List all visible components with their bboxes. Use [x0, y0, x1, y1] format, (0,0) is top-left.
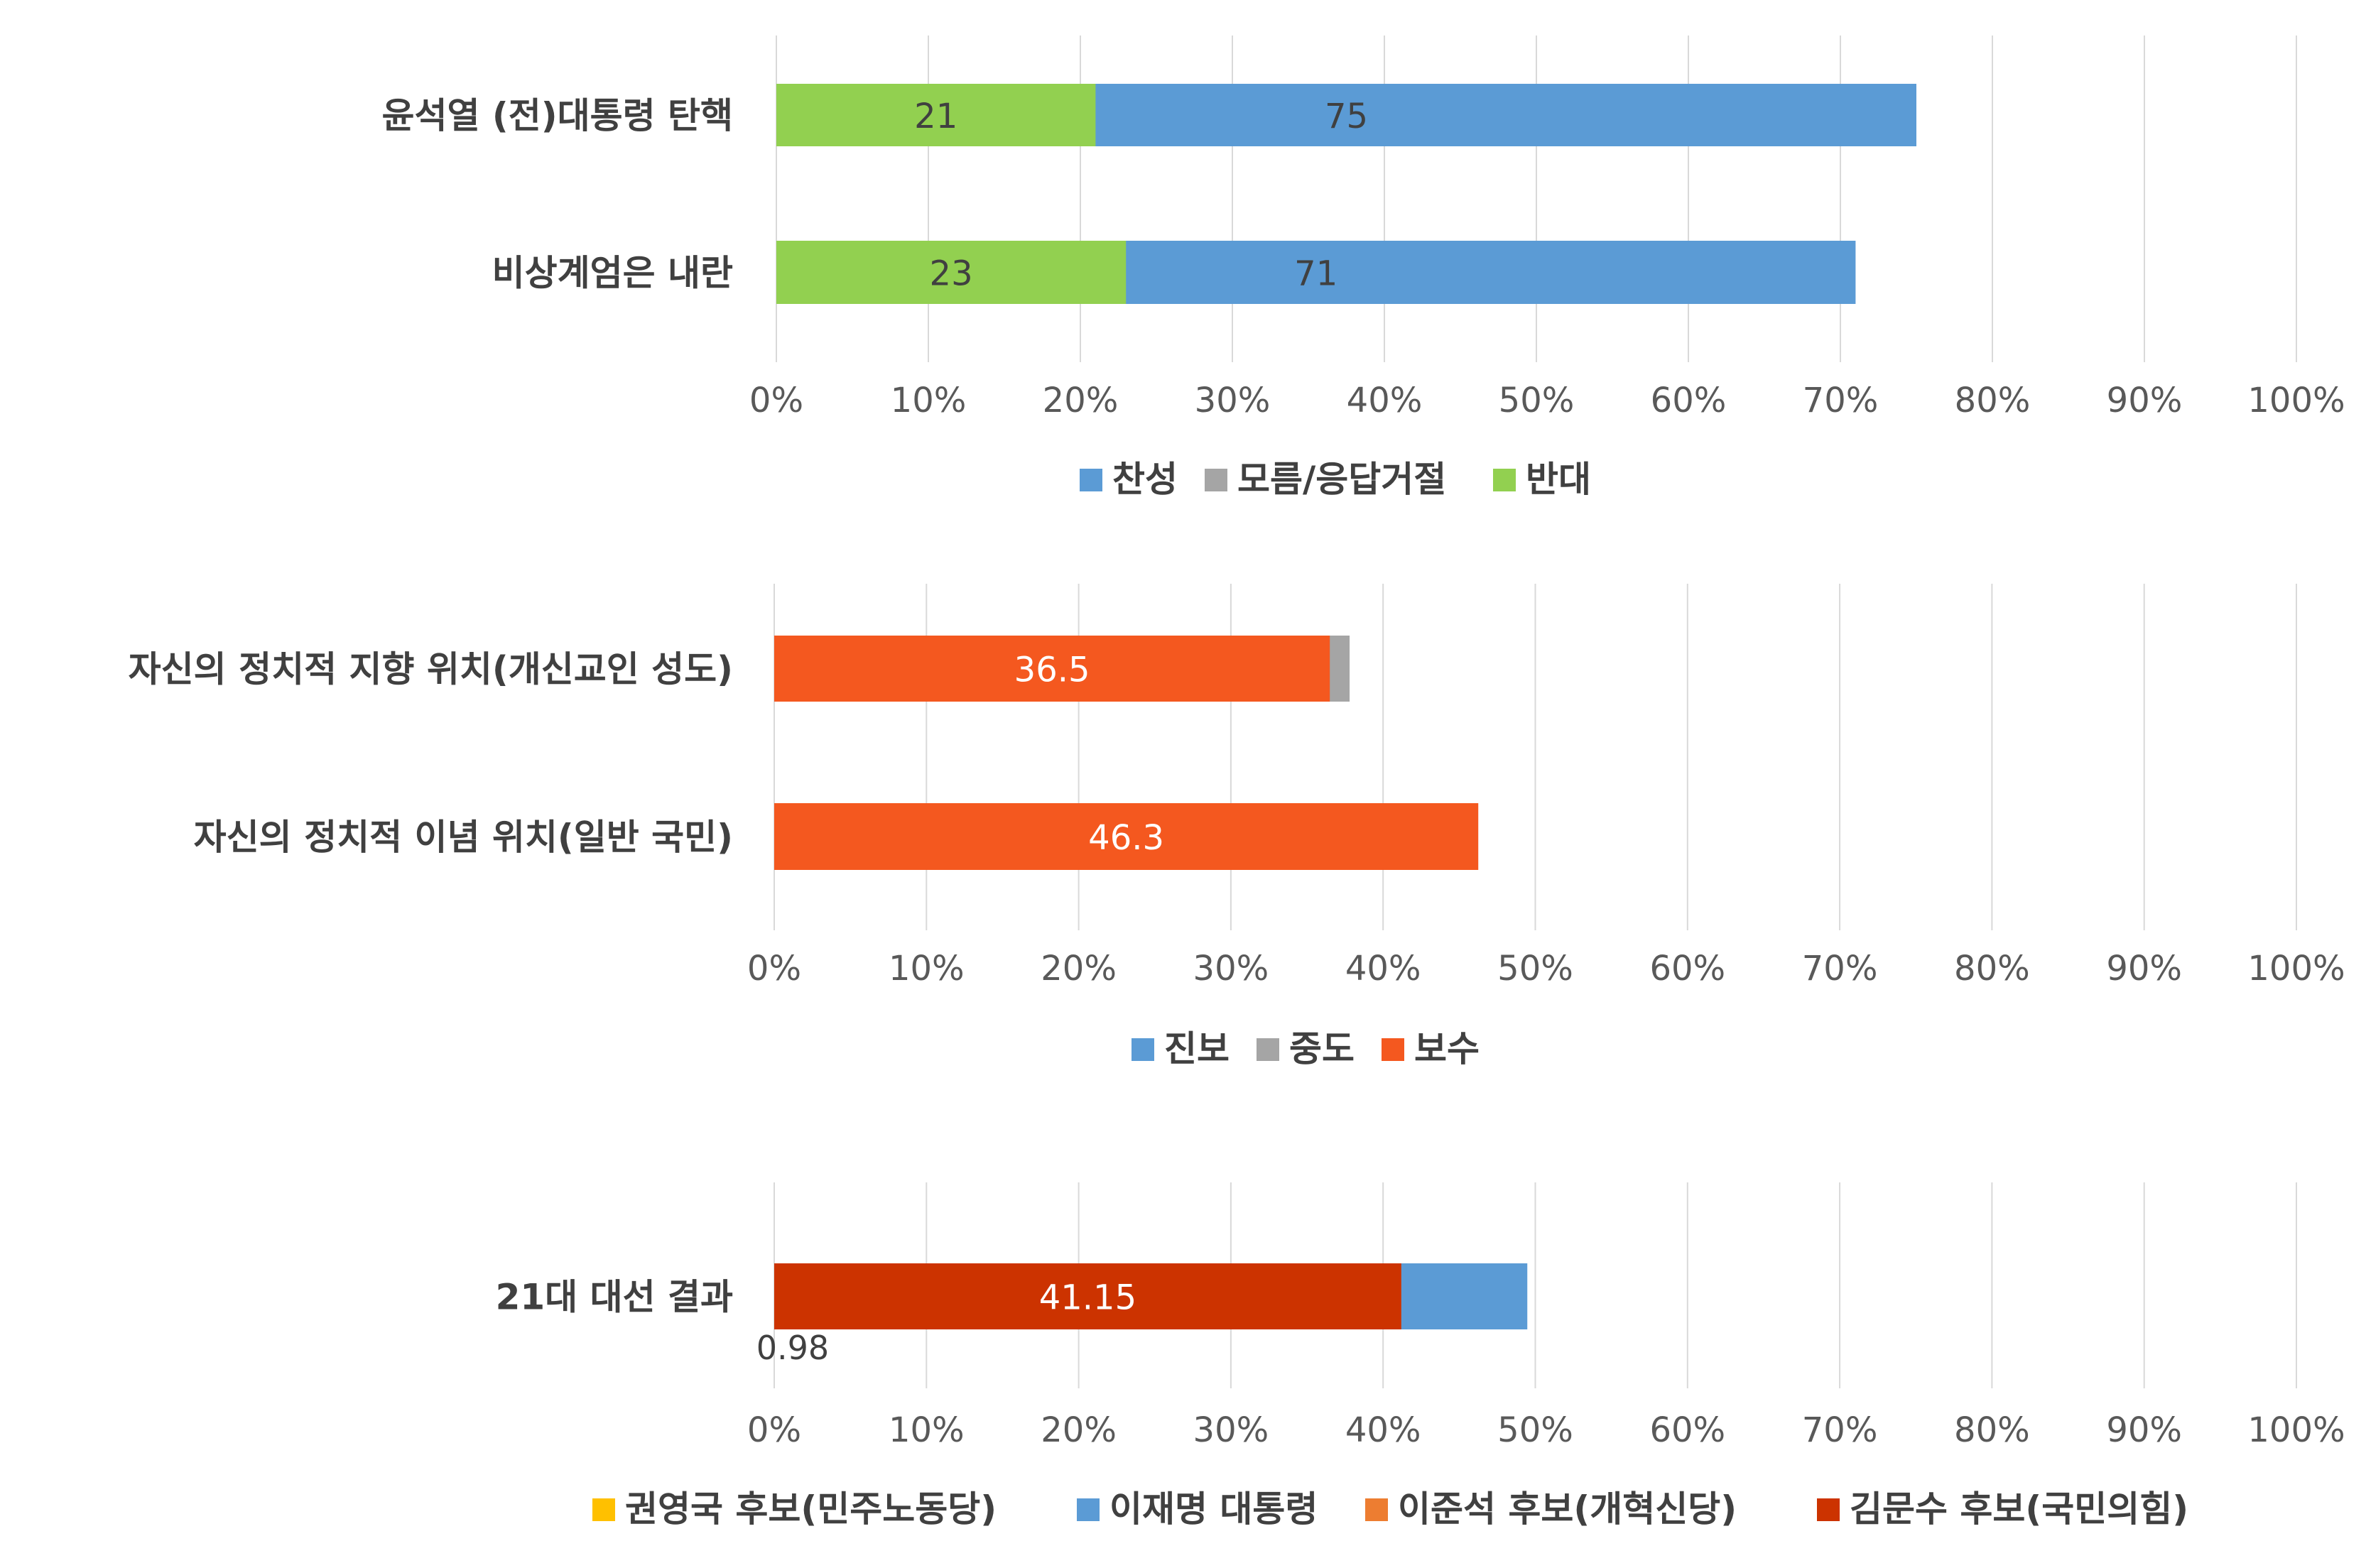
legend-label: 중도 — [1289, 1028, 1355, 1069]
tick-label: 100% — [2247, 949, 2345, 989]
category-label: 비상계엄은 내란 — [492, 253, 733, 294]
category-label: 자신의 정치적 이념 위치(일반 국민) — [194, 817, 733, 858]
legend-label: 보수 — [1414, 1028, 1480, 1069]
legend-swatch — [1817, 1498, 1840, 1521]
legend-label: 모름/응답거절 — [1237, 459, 1446, 500]
tick-label: 90% — [2106, 949, 2182, 989]
legend-swatch — [1493, 469, 1516, 491]
tick-label: 80% — [1955, 381, 2031, 420]
tick-label: 90% — [2106, 1410, 2182, 1450]
legend-swatch — [1382, 1038, 1404, 1061]
bar-segment — [774, 1263, 1401, 1329]
legend-label: 찬성 — [1112, 459, 1178, 500]
chart-1: 75421윤석열 (전)대통령 탄핵71623비상계엄은 내란0%10%20%3… — [381, 36, 2345, 500]
tick-label: 20% — [1043, 381, 1119, 420]
tick-label: 70% — [1802, 1410, 1878, 1450]
legend: 찬성 모름/응답거절 반대 — [1080, 459, 1591, 500]
legend-swatch — [1077, 1498, 1100, 1521]
tick-label: 100% — [2247, 1410, 2345, 1450]
tick-label: 30% — [1195, 381, 1271, 420]
legend-swatch — [1132, 1038, 1154, 1061]
legend-label: 이준석 후보(개혁신당) — [1398, 1488, 1737, 1530]
data-label: 46.3 — [1088, 818, 1164, 858]
tick-label: 50% — [1499, 381, 1575, 420]
tick-label: 60% — [1649, 949, 1725, 989]
category-label: 자신의 정치적 지향 위치(개신교인 성도) — [129, 649, 733, 690]
tick-label: 70% — [1802, 949, 1878, 989]
legend-swatch — [1080, 469, 1102, 491]
legend-swatch — [1257, 1038, 1279, 1061]
tick-label: 100% — [2247, 381, 2345, 420]
legend-label: 반대 — [1526, 459, 1591, 500]
tick-label: 0% — [747, 1410, 801, 1450]
legend-label: 이재명 대통령 — [1109, 1488, 1318, 1530]
bar-segment — [776, 241, 1127, 304]
data-label: 23 — [930, 254, 973, 294]
tick-label: 20% — [1041, 1410, 1117, 1450]
tick-label: 0% — [747, 949, 801, 989]
category-label: 21대 대선 결과 — [496, 1277, 733, 1318]
tick-label: 40% — [1345, 949, 1421, 989]
tick-label: 40% — [1345, 1410, 1421, 1450]
legend: 권영국 후보(민주노동당) 이재명 대통령 이준석 후보(개혁신당) 김문수 후보(국… — [592, 1488, 2188, 1530]
bar-segment — [776, 84, 1096, 146]
tick-label: 60% — [1649, 1410, 1725, 1450]
legend: 진보 중도 보수 — [1132, 1028, 1480, 1069]
tick-label: 40% — [1347, 381, 1423, 420]
data-label: 36.5 — [1014, 650, 1090, 690]
tick-label: 20% — [1041, 949, 1117, 989]
tick-label: 90% — [2107, 381, 2183, 420]
tick-label: 10% — [889, 1410, 965, 1450]
tick-label: 60% — [1651, 381, 1727, 420]
legend-swatch — [1365, 1498, 1388, 1521]
category-label: 윤석열 (전)대통령 탄핵 — [381, 95, 733, 136]
data-label: 75 — [1325, 97, 1368, 136]
tick-label: 80% — [1954, 1410, 2030, 1450]
legend-swatch — [1205, 469, 1227, 491]
tick-label: 30% — [1193, 1410, 1269, 1450]
tick-label: 30% — [1193, 949, 1269, 989]
legend-label: 진보 — [1164, 1028, 1230, 1069]
data-label: 0.98 — [756, 1329, 829, 1367]
data-label: 71 — [1294, 254, 1337, 294]
tick-label: 10% — [889, 949, 965, 989]
data-label: 21 — [914, 97, 957, 136]
tick-label: 0% — [749, 381, 803, 420]
tick-label: 50% — [1497, 949, 1573, 989]
tick-label: 50% — [1497, 1410, 1573, 1450]
tick-label: 80% — [1954, 949, 2030, 989]
tick-label: 70% — [1803, 381, 1879, 420]
data-label: 41.15 — [1039, 1278, 1136, 1318]
legend-swatch — [592, 1498, 615, 1521]
legend-label: 김문수 후보(국민의힘) — [1850, 1488, 2188, 1530]
legend-label: 권영국 후보(민주노동당) — [625, 1488, 997, 1530]
bar-segment — [774, 636, 1330, 702]
tick-label: 10% — [891, 381, 967, 420]
bar-segment — [774, 803, 1479, 870]
